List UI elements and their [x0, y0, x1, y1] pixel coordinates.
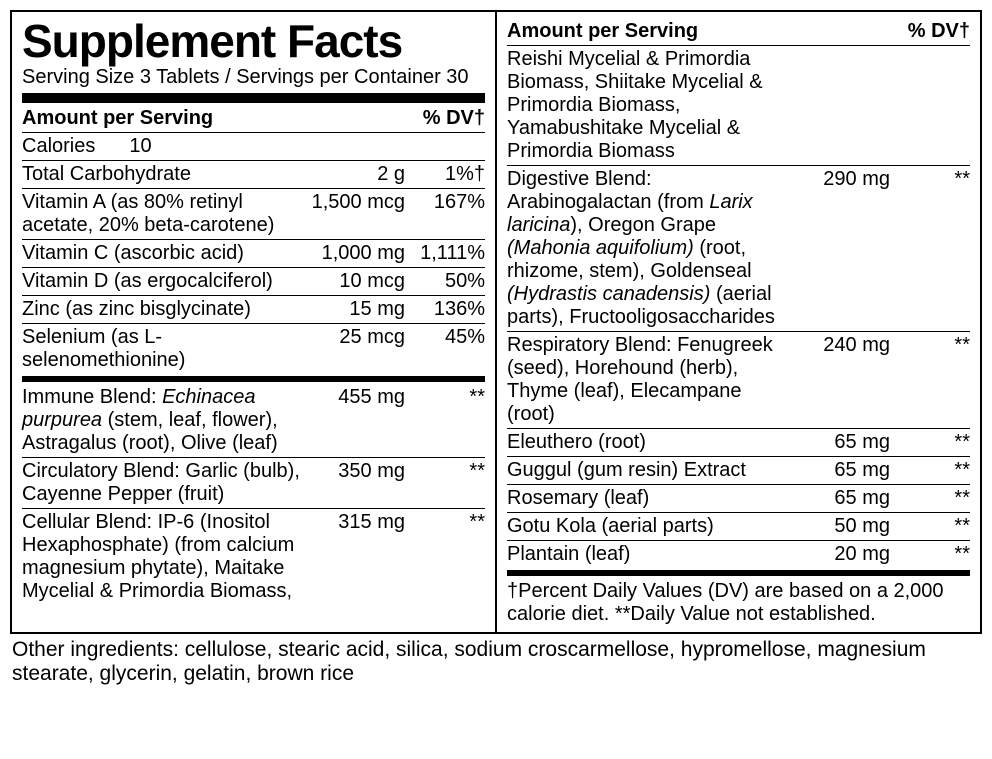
ingredient-row: Circulatory Blend: Garlic (bulb), Cayenn…: [22, 458, 485, 508]
ingredient-row: Digestive Blend: Arabinogalactan (from L…: [507, 166, 970, 331]
ingredient-dv: **: [890, 459, 970, 482]
ingredient-row: Rosemary (leaf)65 mg**: [507, 485, 970, 512]
ingredient-amount: 315 mg: [305, 511, 405, 534]
row-continuation: Reishi Mycelial & Primordia Biomass, Shi…: [507, 46, 970, 165]
rule-med: [22, 376, 485, 382]
panel-title: Supplement Facts: [22, 18, 485, 64]
hdr-dv-r: % DV†: [880, 20, 970, 43]
ingredient-name: Cellular Blend: IP-6 (Inositol Hexaphosp…: [22, 511, 305, 603]
ingredient-amount: 20 mg: [790, 543, 890, 566]
calories-label: Calories: [22, 135, 99, 158]
ingredient-name: Vitamin A (as 80% retinyl acetate, 20% b…: [22, 191, 305, 237]
ingredient-dv: 167%: [405, 191, 485, 214]
hdr-dv: % DV†: [395, 107, 485, 130]
ingredient-dv: **: [405, 511, 485, 534]
right-column: Amount per Serving % DV† Reishi Mycelial…: [497, 12, 980, 632]
row-calories: Calories 10: [22, 133, 485, 160]
ingredient-dv: **: [890, 487, 970, 510]
ingredient-row: Guggul (gum resin) Extract65 mg**: [507, 457, 970, 484]
ingredient-name: Respiratory Blend: Fenugreek (seed), Hor…: [507, 334, 790, 426]
column-header-right: Amount per Serving % DV†: [507, 18, 970, 45]
ingredient-row: Plantain (leaf)20 mg**: [507, 541, 970, 568]
ingredient-name: Vitamin D (as ergocalciferol): [22, 270, 305, 293]
ingredient-amount: 455 mg: [305, 386, 405, 409]
ingredient-name: Total Carbohydrate: [22, 163, 305, 186]
ingredient-amount: 240 mg: [790, 334, 890, 357]
continuation-text: Reishi Mycelial & Primordia Biomass, Shi…: [507, 48, 790, 163]
ingredient-dv: **: [405, 386, 485, 409]
ingredient-dv: 50%: [405, 270, 485, 293]
ingredient-dv: **: [890, 543, 970, 566]
ingredient-name: Eleuthero (root): [507, 431, 790, 454]
ingredient-amount: 25 mcg: [305, 326, 405, 349]
ingredient-dv: 136%: [405, 298, 485, 321]
supplement-facts-panel: Supplement Facts Serving Size 3 Tablets …: [10, 10, 982, 634]
ingredient-row: Vitamin D (as ergocalciferol)10 mcg50%: [22, 268, 485, 295]
ingredient-name: Digestive Blend: Arabinogalactan (from L…: [507, 168, 790, 329]
ingredient-row: Total Carbohydrate2 g1%†: [22, 161, 485, 188]
ingredient-row: Cellular Blend: IP-6 (Inositol Hexaphosp…: [22, 509, 485, 605]
ingredient-dv: **: [405, 460, 485, 483]
column-header-left: Amount per Serving % DV†: [22, 105, 485, 132]
rule-thick: [22, 93, 485, 103]
ingredient-amount: 1,000 mg: [305, 242, 405, 265]
footnote: †Percent Daily Values (DV) are based on …: [507, 578, 970, 626]
ingredient-dv: 1,111%: [405, 242, 485, 265]
ingredient-name: Zinc (as zinc bisglycinate): [22, 298, 305, 321]
serving-info: Serving Size 3 Tablets / Servings per Co…: [22, 66, 485, 89]
ingredient-row: Eleuthero (root)65 mg**: [507, 429, 970, 456]
ingredient-row: Gotu Kola (aerial parts)50 mg**: [507, 513, 970, 540]
ingredient-amount: 65 mg: [790, 487, 890, 510]
ingredient-name: Guggul (gum resin) Extract: [507, 459, 790, 482]
ingredient-amount: 65 mg: [790, 459, 890, 482]
ingredient-name: Gotu Kola (aerial parts): [507, 515, 790, 538]
ingredient-amount: 10 mcg: [305, 270, 405, 293]
ingredient-dv: 1%†: [405, 163, 485, 186]
ingredient-name: Rosemary (leaf): [507, 487, 790, 510]
ingredient-row: Immune Blend: Echinacea purpurea (stem, …: [22, 384, 485, 457]
ingredient-dv: **: [890, 431, 970, 454]
ingredient-amount: 350 mg: [305, 460, 405, 483]
ingredient-row: Vitamin C (ascorbic acid)1,000 mg1,111%: [22, 240, 485, 267]
ingredient-dv: **: [890, 334, 970, 357]
ingredient-name: Circulatory Blend: Garlic (bulb), Cayenn…: [22, 460, 305, 506]
ingredient-row: Vitamin A (as 80% retinyl acetate, 20% b…: [22, 189, 485, 239]
left-column: Supplement Facts Serving Size 3 Tablets …: [12, 12, 497, 632]
ingredient-amount: 50 mg: [790, 515, 890, 538]
calories-amt: 10: [99, 135, 239, 158]
hdr-amount-r: Amount per Serving: [507, 20, 880, 43]
hdr-amount: Amount per Serving: [22, 107, 395, 130]
ingredient-dv: **: [890, 515, 970, 538]
ingredient-amount: 15 mg: [305, 298, 405, 321]
rule-med-r: [507, 570, 970, 576]
ingredient-dv: **: [890, 168, 970, 191]
ingredient-name: Plantain (leaf): [507, 543, 790, 566]
other-ingredients: Other ingredients: cellulose, stearic ac…: [10, 634, 982, 686]
ingredient-amount: 290 mg: [790, 168, 890, 191]
ingredient-name: Vitamin C (ascorbic acid): [22, 242, 305, 265]
ingredient-amount: 65 mg: [790, 431, 890, 454]
ingredient-row: Respiratory Blend: Fenugreek (seed), Hor…: [507, 332, 970, 428]
ingredient-amount: 1,500 mcg: [305, 191, 405, 214]
ingredient-name: Selenium (as L-selenomethionine): [22, 326, 305, 372]
ingredient-name: Immune Blend: Echinacea purpurea (stem, …: [22, 386, 305, 455]
ingredient-amount: 2 g: [305, 163, 405, 186]
ingredient-row: Selenium (as L-selenomethionine)25 mcg45…: [22, 324, 485, 374]
ingredient-dv: 45%: [405, 326, 485, 349]
ingredient-row: Zinc (as zinc bisglycinate)15 mg136%: [22, 296, 485, 323]
